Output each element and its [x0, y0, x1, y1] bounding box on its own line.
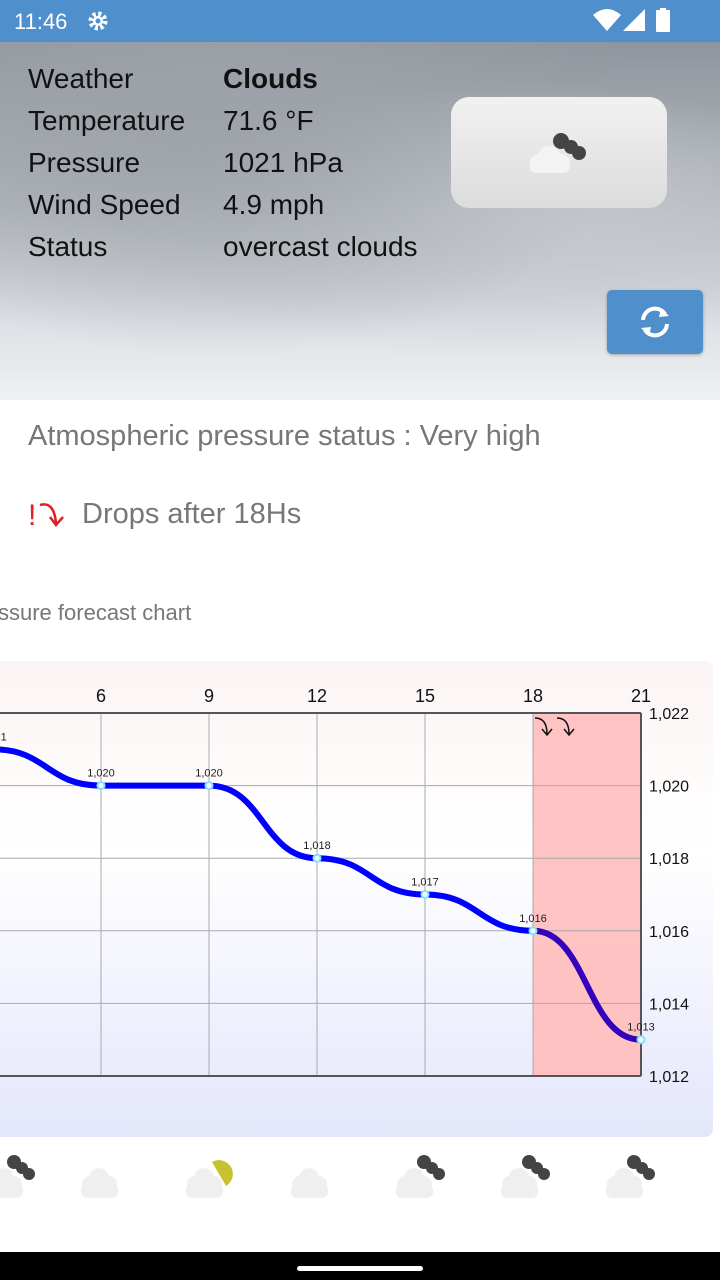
navigation-bar — [0, 1252, 720, 1280]
y-tick-label: 1,012 — [649, 1069, 689, 1086]
few-clouds-icon — [285, 1150, 349, 1207]
series-segment — [0, 746, 102, 789]
label: Pressure — [28, 147, 141, 178]
drop-text: Drops after 18Hs — [82, 497, 302, 530]
chart-title: ssure forecast chart — [0, 600, 192, 625]
data-label: 1,013 — [627, 1022, 655, 1034]
forecast-icons — [0, 1150, 720, 1210]
current-weather-icon-box — [451, 97, 667, 208]
label: Temperature — [28, 105, 186, 136]
x-tick-label: 6 — [96, 686, 106, 706]
weather-header: Weather Clouds Temperature 71.6 °F Pressur… — [0, 42, 720, 400]
x-tick-label: 15 — [415, 686, 435, 706]
data-label: 1,021 — [0, 731, 7, 743]
data-label: 1,020 — [87, 768, 115, 780]
y-tick-label: 1,014 — [649, 996, 689, 1013]
gear-icon — [88, 11, 108, 31]
weather-row: Weather Clouds — [28, 58, 418, 100]
series-segment — [532, 927, 642, 1043]
series-segment — [316, 855, 426, 898]
value: 71.6 °F — [223, 105, 314, 136]
y-tick-label: 1,018 — [649, 851, 689, 868]
data-point — [312, 853, 322, 863]
data-point — [636, 1035, 646, 1045]
data-label: 1,017 — [411, 877, 439, 889]
value: 1021 hPa — [223, 147, 343, 178]
series-segment — [208, 782, 318, 862]
weather-info: Weather Clouds Temperature 71.6 °F Pressur… — [28, 58, 418, 268]
pressure-chart: 6 9 12 15 18 211,022 1,020 1,018 1,016 1,014 1,012… — [0, 686, 689, 1086]
broken-clouds-icon — [390, 1150, 454, 1207]
home-handle[interactable] — [297, 1266, 423, 1271]
highlight-region — [533, 713, 641, 1076]
wifi-icon — [593, 9, 621, 31]
clock: 11:46 — [14, 9, 68, 34]
value: Clouds — [223, 63, 318, 94]
label: Weather — [28, 63, 134, 94]
y-tick-label: 1,020 — [649, 779, 689, 796]
status-row: Status overcast clouds — [28, 226, 418, 268]
few-clouds-icon — [75, 1150, 139, 1207]
pressure-drop-alert: ! Drops after 18Hs — [28, 497, 302, 532]
double-drop-arrow-icon — [534, 717, 575, 737]
temperature-row: Temperature 71.6 °F — [28, 100, 418, 142]
pressure-status: Atmospheric pressure status : Very high — [28, 420, 541, 452]
battery-icon — [656, 8, 670, 32]
data-label: 1,018 — [303, 840, 331, 852]
y-tick-label: 1,016 — [649, 924, 689, 941]
label: Wind Speed — [28, 189, 181, 220]
svg-text:!: ! — [28, 499, 36, 531]
y-tick-label: 1,022 — [649, 706, 689, 723]
refresh-button[interactable] — [607, 290, 703, 354]
pressure-row: Pressure 1021 hPa — [28, 142, 418, 184]
broken-clouds-icon — [0, 1150, 44, 1207]
value: 4.9 mph — [223, 189, 325, 220]
series-segment — [424, 891, 534, 934]
drop-warning-icon: ! — [28, 499, 64, 531]
x-tick-label: 21 — [631, 686, 651, 706]
broken-clouds-icon — [530, 132, 586, 173]
signal-icon — [623, 9, 645, 31]
label: Status — [28, 231, 108, 262]
sun-cloud-icon — [180, 1150, 244, 1207]
x-tick-label: 12 — [307, 686, 327, 706]
data-label: 1,020 — [195, 768, 223, 780]
wind-row: Wind Speed 4.9 mph — [28, 184, 418, 226]
data-point — [528, 926, 538, 936]
broken-clouds-icon — [600, 1150, 664, 1207]
x-tick-label: 18 — [523, 686, 543, 706]
broken-clouds-icon — [495, 1150, 559, 1207]
data-point — [96, 781, 106, 791]
value: overcast clouds — [223, 231, 418, 262]
status-bar: 11:46 — [0, 0, 720, 42]
data-point — [420, 890, 430, 899]
refresh-icon — [641, 306, 669, 338]
data-point — [204, 781, 214, 791]
x-tick-label: 9 — [204, 686, 214, 706]
data-label: 1,016 — [519, 913, 547, 925]
